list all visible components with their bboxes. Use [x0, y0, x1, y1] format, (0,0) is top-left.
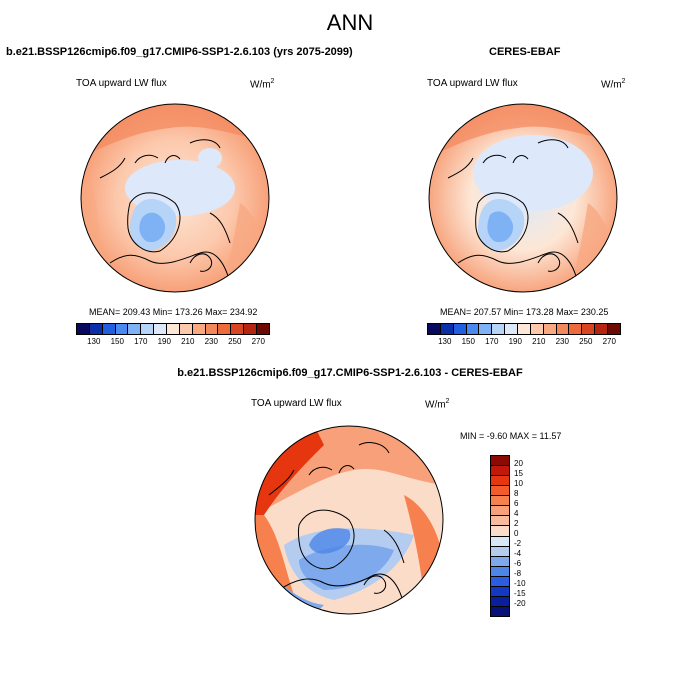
colorbar-tick-label: 150	[461, 337, 475, 346]
colorbar-swatch	[491, 496, 509, 507]
colorbar-swatch	[582, 324, 596, 334]
colorbar-swatch	[466, 324, 480, 334]
colorbar-tick-label: 130	[438, 337, 452, 346]
colorbar-tick-label: 250	[228, 337, 242, 346]
colorbar-swatch	[154, 324, 168, 334]
colorbar-swatch	[491, 546, 509, 557]
diff-panel-title: b.e21.BSSP126cmip6.f09_g17.CMIP6-SSP1-2.…	[177, 367, 523, 379]
colorbar-swatch	[491, 506, 509, 517]
obs-units: W/m2	[601, 78, 626, 91]
colorbar-swatch	[491, 556, 509, 567]
colorbar-swatch	[128, 324, 142, 334]
colorbar-swatch	[491, 576, 509, 587]
colorbar-swatch	[179, 324, 193, 334]
colorbar-tick-label: 230	[555, 337, 569, 346]
colorbar-swatch	[192, 324, 206, 334]
colorbar-swatch	[543, 324, 557, 334]
main-title: ANN	[326, 10, 374, 35]
colorbar-tick-label: 210	[181, 337, 195, 346]
colorbar-swatch	[257, 324, 269, 334]
model-polar-map	[80, 103, 270, 293]
colorbar-tick-label: 230	[204, 337, 218, 346]
colorbar-tick-label: 6	[514, 499, 519, 508]
model-stats: MEAN= 209.43 Min= 173.26 Max= 234.92	[89, 307, 258, 317]
colorbar-swatch	[569, 324, 583, 334]
colorbar-tick-label: 270	[251, 337, 265, 346]
colorbar-swatch	[518, 324, 531, 334]
colorbar-swatch	[491, 466, 509, 477]
diff-units: W/m2	[425, 398, 450, 411]
diff-variable-label: TOA upward LW flux	[251, 398, 342, 409]
colorbar-tick-label: 15	[514, 469, 523, 478]
colorbar-swatch	[595, 324, 609, 334]
model-panel-title: b.e21.BSSP126cmip6.f09_g17.CMIP6-SSP1-2.…	[6, 46, 353, 58]
colorbar-swatch	[141, 324, 155, 334]
colorbar-tick-label: 170	[134, 337, 148, 346]
colorbar-swatch	[491, 456, 509, 467]
colorbar-swatch	[491, 586, 509, 597]
colorbar-swatch	[491, 606, 509, 616]
colorbar-swatch	[205, 324, 219, 334]
obs-colorbar: 130 150 170 190 210 230 250 270	[427, 323, 621, 346]
obs-panel-title: CERES-EBAF	[489, 46, 561, 58]
colorbar-tick-label: -15	[514, 589, 526, 598]
colorbar-swatch	[556, 324, 570, 334]
colorbar-tick-label: 190	[157, 337, 171, 346]
colorbar-swatch	[244, 324, 258, 334]
colorbar-tick-label: -6	[514, 559, 522, 568]
colorbar-swatch	[218, 324, 232, 334]
colorbar-tick-label: 0	[514, 529, 519, 538]
colorbar-swatch	[115, 324, 129, 334]
colorbar-tick-label: 20	[514, 459, 523, 468]
colorbar-tick-label: 2	[514, 519, 519, 528]
colorbar-tick-label: 270	[602, 337, 616, 346]
colorbar-swatch	[428, 324, 441, 334]
model-variable-label: TOA upward LW flux	[76, 78, 167, 89]
colorbar-tick-label: 8	[514, 489, 519, 498]
colorbar-swatch	[491, 596, 509, 607]
colorbar-tick-label: -4	[514, 549, 522, 558]
colorbar-tick-label: 170	[485, 337, 499, 346]
colorbar-swatch	[491, 486, 509, 497]
colorbar-swatch	[491, 526, 509, 537]
colorbar-swatch	[453, 324, 467, 334]
colorbar-swatch	[608, 324, 620, 334]
colorbar-tick-label: 150	[110, 337, 124, 346]
colorbar-swatch	[479, 324, 493, 334]
colorbar-tick-label: -20	[514, 599, 526, 608]
colorbar-swatch	[89, 324, 103, 334]
diff-colorbar: 20 15 10 8 6 4 2 0 -2 -4 -6 -8 -10 -15 -20	[490, 455, 526, 617]
colorbar-tick-label: 4	[514, 509, 519, 518]
colorbar-swatch	[167, 324, 180, 334]
diff-stats: MIN = -9.60 MAX = 11.57	[460, 431, 562, 441]
obs-variable-label: TOA upward LW flux	[427, 78, 518, 89]
colorbar-swatch	[77, 324, 90, 334]
colorbar-swatch	[530, 324, 544, 334]
colorbar-tick-label: 250	[579, 337, 593, 346]
colorbar-swatch	[492, 324, 506, 334]
colorbar-tick-label: 210	[532, 337, 546, 346]
model-units: W/m2	[250, 78, 275, 91]
colorbar-swatch	[231, 324, 245, 334]
colorbar-swatch	[491, 516, 509, 527]
colorbar-swatch	[440, 324, 454, 334]
model-colorbar: 130 150 170 190 210 230 250 270	[76, 323, 270, 346]
colorbar-tick-label: 190	[508, 337, 522, 346]
obs-stats: MEAN= 207.57 Min= 173.28 Max= 230.25	[440, 307, 609, 317]
colorbar-tick-label: 130	[87, 337, 101, 346]
colorbar-swatch	[491, 536, 509, 547]
colorbar-tick-label: -2	[514, 539, 522, 548]
colorbar-tick-label: -8	[514, 569, 522, 578]
diff-polar-map	[254, 425, 444, 615]
colorbar-swatch	[102, 324, 116, 334]
colorbar-swatch	[505, 324, 519, 334]
colorbar-tick-label: 10	[514, 479, 523, 488]
colorbar-swatch	[491, 566, 509, 577]
obs-polar-map	[428, 103, 618, 293]
colorbar-swatch	[491, 476, 509, 487]
colorbar-tick-label: -10	[514, 579, 526, 588]
